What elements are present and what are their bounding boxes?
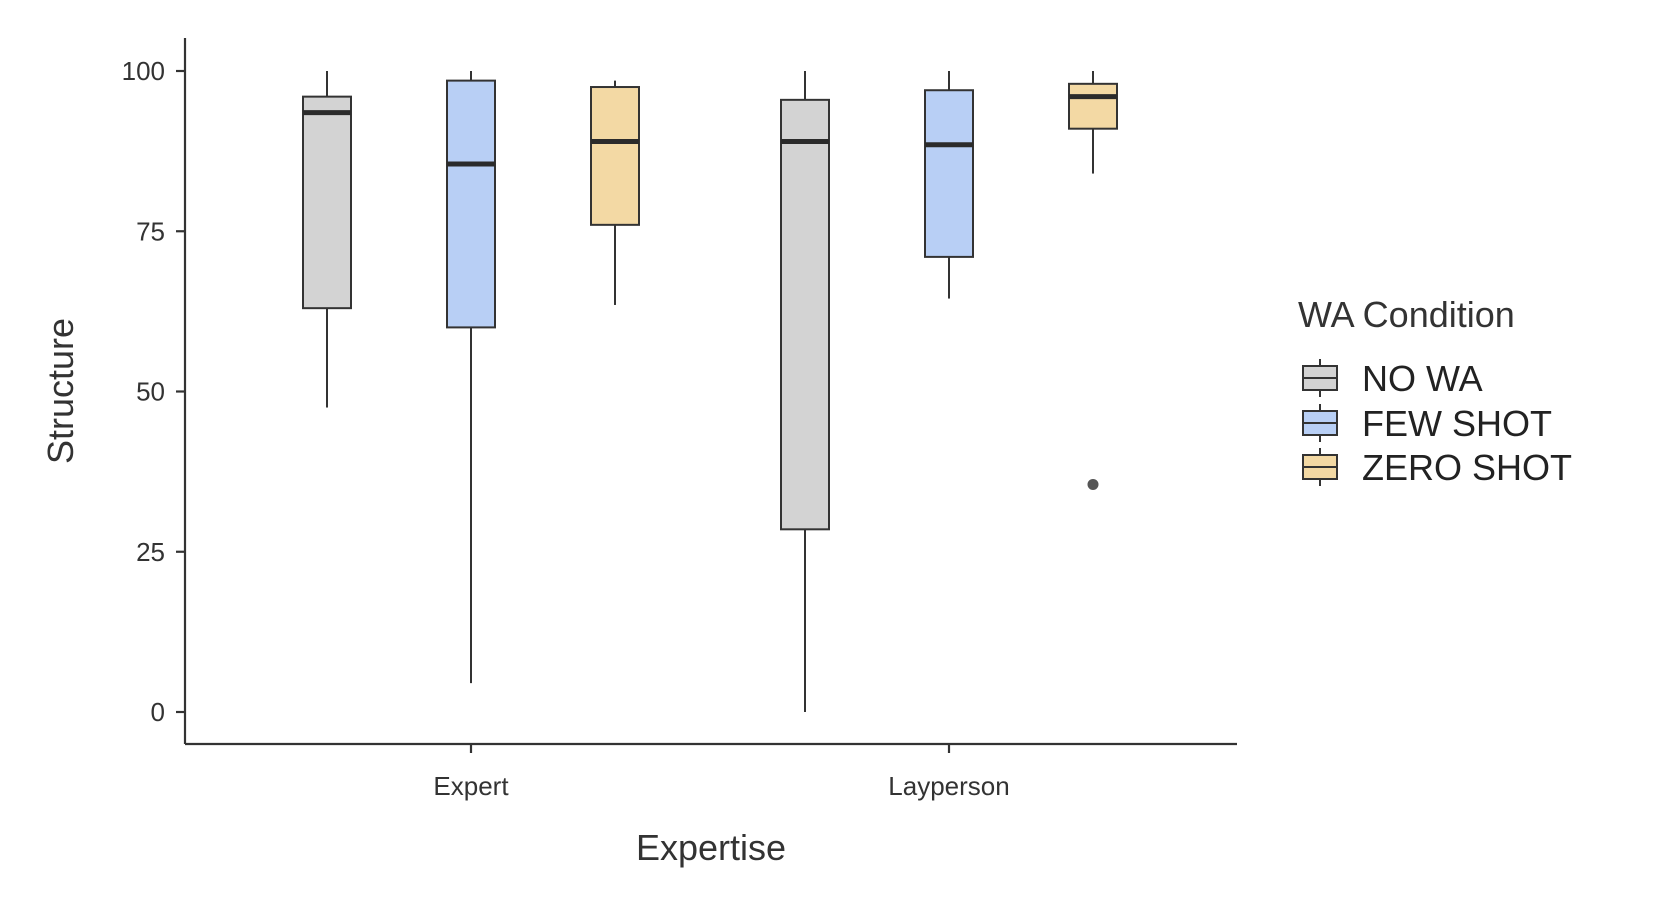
outlier-point: [1087, 478, 1099, 490]
box-iqr: [924, 89, 974, 258]
legend-item-zero-shot: ZERO SHOT: [1302, 447, 1572, 488]
y-axis-title: Structure: [40, 318, 81, 464]
y-tick-label: 100: [122, 56, 165, 86]
plot-area: [302, 71, 1118, 712]
box-iqr: [446, 79, 496, 329]
box-few-shot-layperson: [924, 71, 974, 299]
box-zero-shot-layperson: [1068, 71, 1118, 490]
axes: 0 25 50 75 100 Expert Layperson: [122, 38, 1237, 801]
x-tick-label: Expert: [433, 771, 509, 801]
box-few-shot-expert: [446, 71, 496, 684]
legend-item-few-shot: FEW SHOT: [1302, 403, 1552, 444]
legend-label: NO WA: [1362, 358, 1483, 399]
box-iqr: [590, 86, 640, 226]
y-tick-label: 25: [136, 537, 165, 567]
y-tick-label: 0: [151, 697, 165, 727]
x-tick-label: Layperson: [888, 771, 1009, 801]
box-iqr: [1068, 82, 1118, 130]
box-no-wa-layperson: [780, 71, 830, 712]
legend-item-no-wa: NO WA: [1302, 358, 1483, 399]
y-tick-label: 75: [136, 216, 165, 246]
legend-label: FEW SHOT: [1362, 403, 1552, 444]
y-tick-label: 50: [136, 377, 165, 407]
box-iqr: [302, 95, 352, 310]
x-axis-title: Expertise: [636, 827, 786, 868]
box-iqr: [780, 98, 830, 531]
box-zero-shot-expert: [590, 80, 640, 305]
box-no-wa-expert: [302, 71, 352, 408]
legend-label: ZERO SHOT: [1362, 447, 1572, 488]
legend-title: WA Condition: [1298, 294, 1515, 335]
